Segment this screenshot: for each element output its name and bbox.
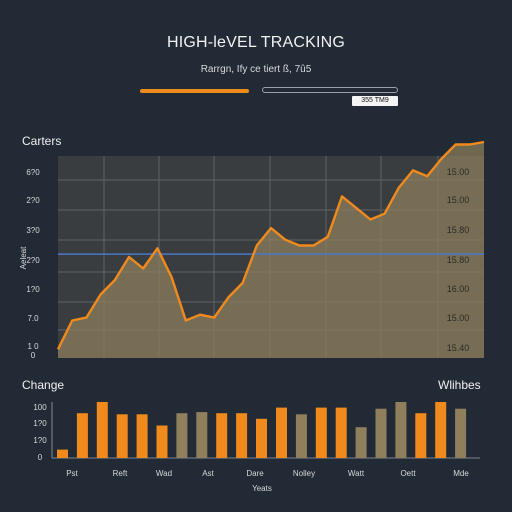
y-tick-label: 100 [33, 403, 47, 412]
y-tick-label: 1?0 [26, 285, 40, 294]
y-axis-label: Aeleat [19, 246, 28, 269]
right-tick-label: 15.80 [447, 225, 470, 235]
bar [176, 413, 188, 458]
y-tick-label: 1?0 [33, 436, 47, 445]
bar [455, 408, 467, 458]
bar [216, 413, 228, 458]
bar [57, 449, 68, 458]
bar-chart: 100 1?0 1?0 0 Pst Reft Wad Ast Dare Nolley Watt Oet… [33, 402, 480, 493]
bar [196, 412, 208, 458]
bar [156, 425, 168, 458]
x-axis-label: Yeats [252, 484, 272, 493]
bar [355, 427, 367, 458]
progress-bar-track [262, 87, 398, 93]
x-tick-label: Watt [348, 469, 365, 478]
bar [116, 414, 128, 458]
bar [76, 413, 88, 458]
y-tick-label: 6?0 [26, 168, 40, 177]
y-tick-label: 1 0 [27, 342, 39, 351]
bar [96, 402, 108, 458]
y-tick-label: 0 [31, 351, 36, 360]
area-fill [58, 142, 484, 358]
bar [136, 414, 148, 458]
page-title: HIGH-leVEL TRACKING [166, 34, 346, 51]
right-tick-label: 15.80 [447, 255, 470, 265]
progress-bar-fill [140, 89, 249, 93]
bar [435, 402, 447, 458]
x-tick-label: Pst [66, 469, 78, 478]
bar [276, 407, 287, 458]
bar [415, 413, 427, 458]
x-tick-label: Wad [156, 469, 172, 478]
line-chart-title: Carters [22, 134, 62, 148]
bar [315, 407, 327, 458]
page-subtitle: Rarrgn, Ify ce tiert ß, 7û5 [200, 64, 312, 75]
line-chart: 6?0 2?0 3?0 2?0 1?0 7.0 1 00 Aeleat 15.00 15.00 15… [19, 140, 485, 360]
y-tick-label: 7.0 [27, 314, 39, 323]
x-tick-label: Reft [113, 469, 128, 478]
x-tick-label: Ast [202, 469, 214, 478]
value-badge: 355 TM9 [352, 96, 398, 106]
bar [335, 407, 347, 458]
series-line [56, 140, 485, 350]
x-tick-label: Mde [453, 469, 469, 478]
bar [295, 414, 307, 458]
x-tick-label: Nolley [293, 469, 315, 478]
bar [375, 408, 387, 458]
bar [256, 418, 267, 458]
bar-chart-title: Change [22, 378, 65, 392]
right-tick-label: 15.00 [447, 313, 470, 323]
bar [395, 402, 407, 458]
x-tick-label: Dare [246, 469, 264, 478]
x-tick-label: Oett [400, 469, 416, 478]
bar [236, 413, 248, 458]
right-tick-label: 16.00 [447, 284, 470, 294]
right-tick-label: 15.40 [447, 343, 470, 353]
right-tick-label: 15.00 [447, 167, 470, 177]
y-tick-label: 2?0 [26, 196, 40, 205]
y-tick-label: 2?0 [26, 256, 40, 265]
right-tick-label: 15.00 [447, 195, 470, 205]
bar-chart-legend-label: Wlihbes [438, 378, 481, 392]
y-tick-label: 1?0 [33, 419, 47, 428]
y-tick-label: 0 [38, 453, 43, 462]
y-tick-label: 3?0 [26, 226, 40, 235]
